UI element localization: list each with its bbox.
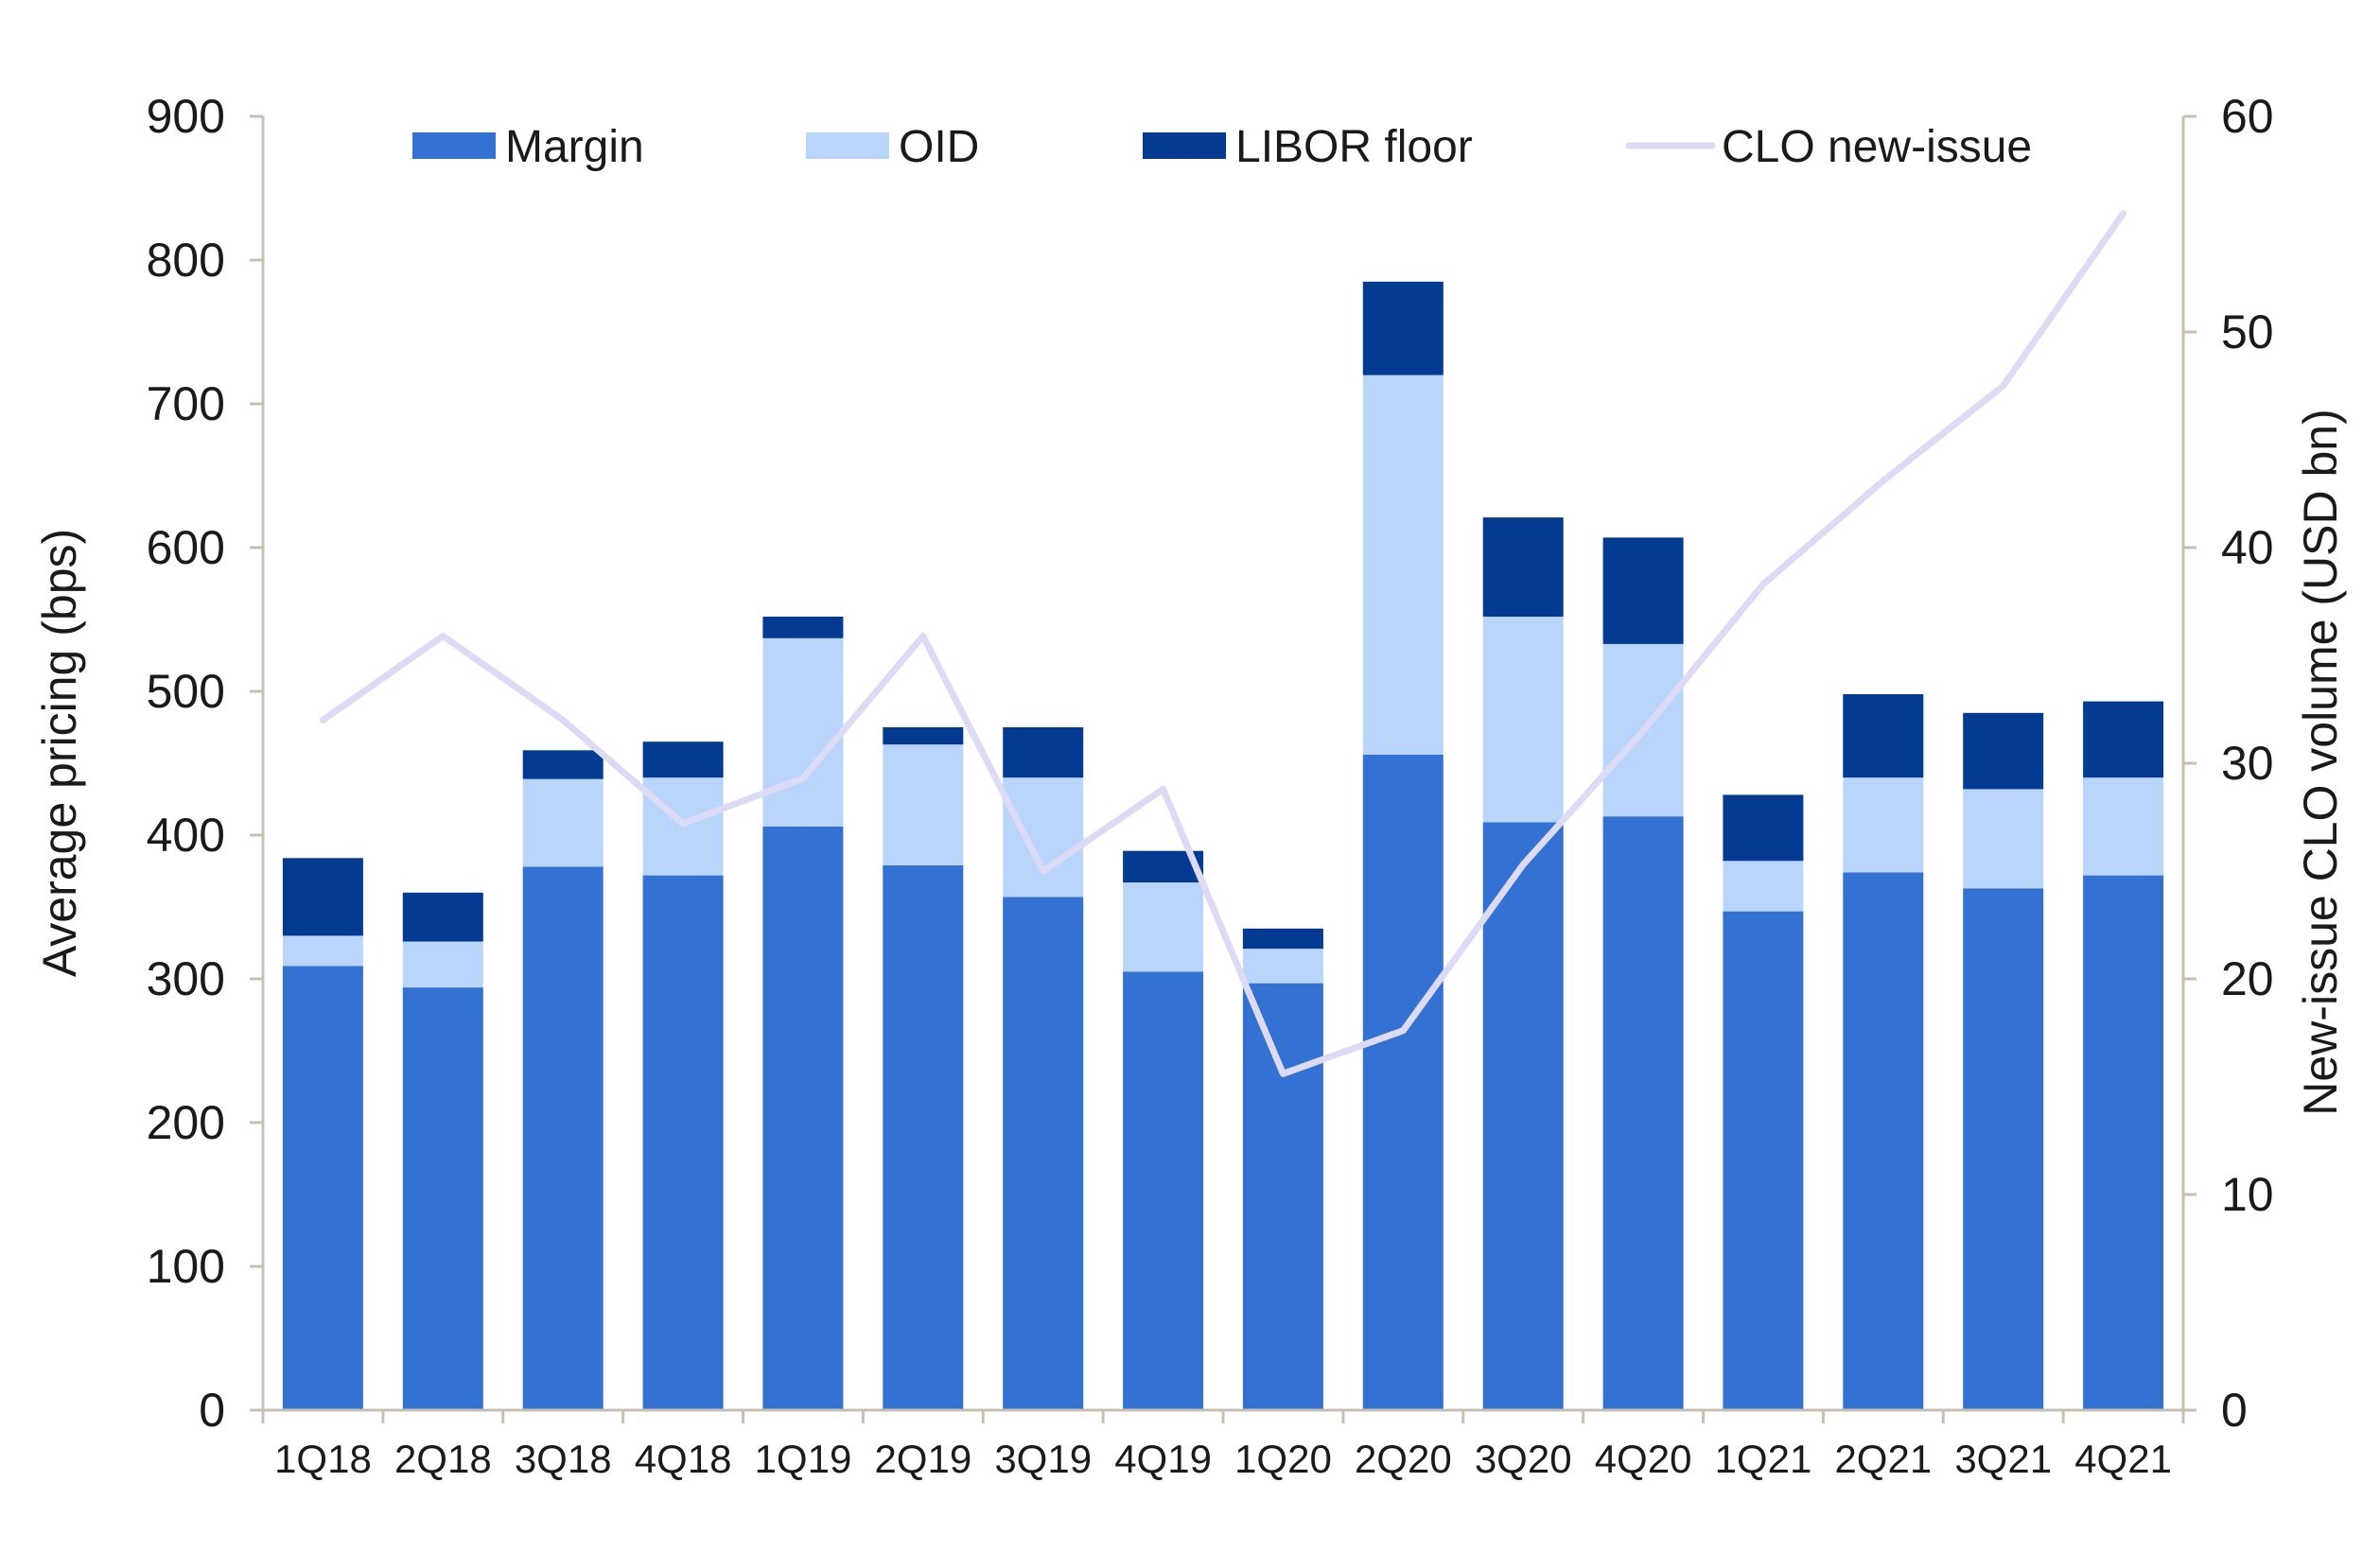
legend-swatch-libor-floor — [1143, 132, 1226, 159]
bar-oid-3q21 — [1963, 789, 2044, 889]
bar-margin-3q19 — [1003, 897, 1084, 1410]
x-tick-label: 3Q21 — [1954, 1437, 2052, 1481]
legend-swatch-margin — [412, 132, 496, 159]
bar-margin-3q20 — [1482, 822, 1564, 1410]
bar-margin-2q21 — [1843, 872, 1924, 1410]
y-tick-label: 400 — [147, 809, 225, 862]
bar-oid-3q20 — [1482, 617, 1564, 823]
bar-libor-floor-1q20 — [1242, 928, 1323, 950]
bar-libor-floor-3q20 — [1482, 517, 1564, 617]
bar-margin-3q21 — [1963, 888, 2044, 1410]
y2-tick-label: 0 — [2221, 1384, 2248, 1437]
legend: Margin OID LIBOR floor CLO new-issue — [412, 122, 2032, 172]
y-tick-label: 600 — [147, 521, 225, 574]
bar-margin-4q19 — [1123, 971, 1204, 1410]
bar-libor-floor-2q18 — [402, 892, 483, 942]
bar-libor-floor-3q19 — [1003, 727, 1084, 778]
bar-margin-1q18 — [282, 966, 363, 1410]
y-tick-label: 700 — [147, 377, 225, 430]
bar-libor-floor-4q20 — [1602, 537, 1684, 644]
x-tick-label: 4Q18 — [635, 1437, 732, 1481]
legend-label-clo-new-issue: CLO new-issue — [1722, 122, 2032, 172]
axes-layer: 0 100 200 300 400 500 600 700 800 900 0 10 20 30 40 50 6… — [147, 90, 2274, 1481]
x-tick-label: 1Q18 — [274, 1437, 372, 1481]
y-tick-label: 200 — [147, 1096, 225, 1149]
y-tick-label: 300 — [147, 952, 225, 1005]
bar-libor-floor-3q18 — [522, 750, 604, 779]
bar-margin-1q20 — [1242, 983, 1323, 1410]
legend-label-oid: OID — [899, 122, 979, 172]
bar-margin-4q20 — [1602, 816, 1684, 1410]
bar-oid-3q19 — [1003, 777, 1084, 898]
y-axis-title: Average pricing (bps) — [33, 529, 86, 977]
bar-libor-floor-2q20 — [1362, 281, 1444, 375]
bar-margin-4q18 — [642, 875, 724, 1410]
bar-oid-1q18 — [282, 935, 363, 967]
y-tick-label: 500 — [147, 665, 225, 718]
bar-libor-floor-2q21 — [1843, 694, 1924, 778]
bar-margin-3q18 — [522, 866, 604, 1410]
bar-libor-floor-1q18 — [282, 858, 363, 936]
bar-oid-2q19 — [883, 744, 964, 865]
y-tick-label: 0 — [199, 1384, 225, 1437]
bar-margin-1q21 — [1723, 911, 1804, 1410]
legend-swatch-oid — [806, 132, 889, 159]
x-tick-label: 3Q20 — [1475, 1437, 1572, 1481]
bar-oid-4q19 — [1123, 882, 1204, 972]
line-layer — [319, 210, 2127, 1077]
bar-libor-floor-1q19 — [762, 617, 844, 638]
y2-axis-title: New-issue CLO volume (USD bn) — [2294, 409, 2347, 1115]
x-tick-label: 1Q20 — [1234, 1437, 1332, 1481]
bars-layer — [282, 281, 2164, 1410]
x-tick-label: 2Q19 — [874, 1437, 971, 1481]
y-tick-label: 800 — [147, 234, 225, 287]
bar-oid-1q21 — [1723, 861, 1804, 912]
x-tick-label: 2Q20 — [1355, 1437, 1452, 1481]
y2-tick-label: 30 — [2221, 737, 2274, 790]
x-tick-label: 4Q19 — [1114, 1437, 1212, 1481]
x-tick-label: 1Q19 — [755, 1437, 852, 1481]
bar-oid-1q20 — [1242, 949, 1323, 984]
x-tick-label: 2Q18 — [394, 1437, 492, 1481]
y-tick-label: 900 — [147, 90, 225, 143]
bar-margin-2q18 — [402, 987, 483, 1410]
line-clo-new-issue — [319, 210, 2127, 1077]
bar-libor-floor-1q21 — [1723, 794, 1804, 862]
y2-tick-label: 10 — [2221, 1168, 2274, 1221]
bar-oid-2q18 — [402, 941, 483, 988]
bar-margin-1q19 — [762, 826, 844, 1410]
legend-label-margin: Margin — [505, 122, 644, 172]
x-tick-label: 1Q21 — [1715, 1437, 1812, 1481]
y2-tick-label: 40 — [2221, 521, 2274, 574]
x-tick-label: 3Q19 — [994, 1437, 1092, 1481]
bar-libor-floor-2q19 — [883, 727, 964, 745]
legend-label-libor-floor: LIBOR floor — [1235, 122, 1473, 172]
y2-tick-label: 60 — [2221, 90, 2274, 143]
x-tick-label: 4Q20 — [1595, 1437, 1692, 1481]
bar-oid-3q18 — [522, 778, 604, 867]
bar-margin-4q21 — [2083, 875, 2164, 1410]
bar-libor-floor-3q21 — [1963, 712, 2044, 790]
bar-oid-1q19 — [762, 637, 844, 827]
bar-libor-floor-4q18 — [642, 741, 724, 778]
x-tick-label: 3Q18 — [515, 1437, 612, 1481]
y2-tick-label: 50 — [2221, 305, 2274, 358]
x-tick-label: 4Q21 — [2074, 1437, 2172, 1481]
bar-oid-2q21 — [1843, 777, 1924, 873]
bar-oid-4q21 — [2083, 777, 2164, 876]
y-tick-label: 100 — [147, 1240, 225, 1293]
bar-oid-2q20 — [1362, 375, 1444, 755]
bar-margin-2q19 — [883, 864, 964, 1410]
x-tick-label: 2Q21 — [1834, 1437, 1932, 1481]
bar-libor-floor-4q21 — [2083, 701, 2164, 778]
y2-tick-label: 20 — [2221, 952, 2274, 1005]
bar-margin-2q20 — [1362, 754, 1444, 1410]
